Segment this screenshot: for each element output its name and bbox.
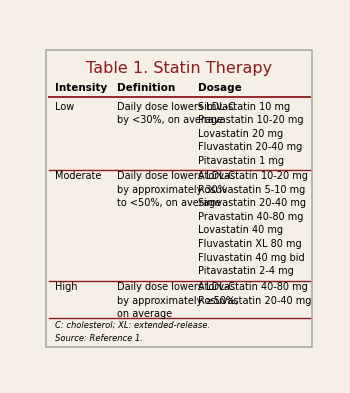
Text: Low: Low [55,102,74,112]
Text: Table 1. Statin Therapy: Table 1. Statin Therapy [86,61,272,76]
Text: High: High [55,282,77,292]
Text: Atorvastatin 10-20 mg
Rosuvastatin 5-10 mg
Simvastatin 20-40 mg
Pravastatin 40-8: Atorvastatin 10-20 mg Rosuvastatin 5-10 … [198,171,308,276]
Text: Moderate: Moderate [55,171,101,181]
Text: Intensity: Intensity [55,83,107,93]
Text: Daily dose lowers LDL-C
by approximately ≥50%,
on average: Daily dose lowers LDL-C by approximately… [117,282,238,319]
Text: Definition: Definition [117,83,175,93]
Text: Dosage: Dosage [198,83,242,93]
FancyBboxPatch shape [47,50,312,347]
Text: Daily dose lowers LDL-C
by <30%, on average: Daily dose lowers LDL-C by <30%, on aver… [117,102,235,125]
Text: Atorvastatin 40-80 mg
Rosuvastatin 20-40 mg: Atorvastatin 40-80 mg Rosuvastatin 20-40… [198,282,312,306]
Text: C: cholesterol; XL: extended-release.
Source: Reference 1.: C: cholesterol; XL: extended-release. So… [55,321,210,343]
Text: Simvastatin 10 mg
Pravastatin 10-20 mg
Lovastatin 20 mg
Fluvastatin 20-40 mg
Pit: Simvastatin 10 mg Pravastatin 10-20 mg L… [198,102,304,166]
Text: Daily dose lowers LDL-C
by approximately 30%
to <50%, on average: Daily dose lowers LDL-C by approximately… [117,171,235,208]
